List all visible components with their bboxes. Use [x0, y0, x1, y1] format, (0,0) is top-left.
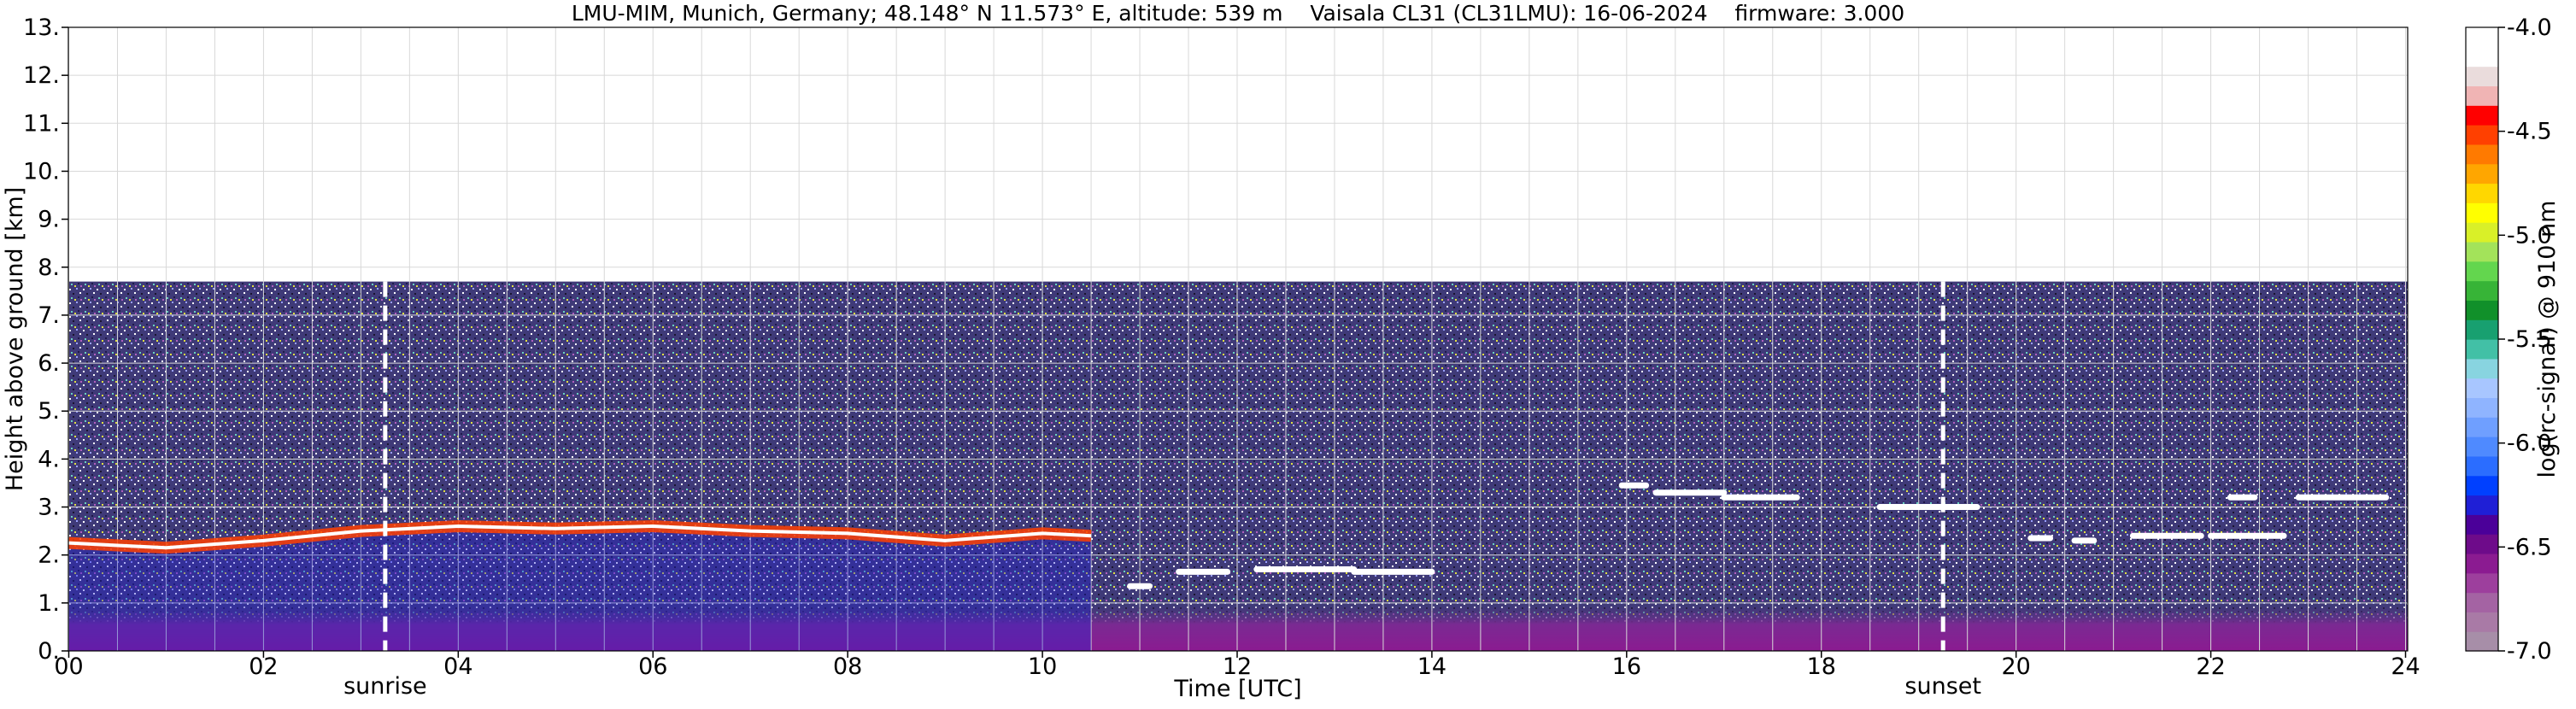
- colorbar-swatch: [2466, 46, 2498, 67]
- x-tick-label: 20: [2001, 653, 2030, 680]
- backscatter-signal: [68, 482, 2390, 651]
- chart-title: LMU-MIM, Munich, Germany; 48.148° N 11.5…: [572, 1, 1904, 26]
- colorbar-swatch: [2466, 534, 2498, 554]
- x-tick-label: 10: [1028, 653, 1057, 680]
- x-axis-label: Time [UTC]: [1173, 676, 1301, 702]
- colorbar-swatch: [2466, 183, 2498, 203]
- marker-label-sunset: sunset: [1904, 673, 1981, 700]
- colorbar-swatch: [2466, 163, 2498, 185]
- x-tick-label: 12: [1223, 653, 1252, 680]
- colorbar-swatch: [2466, 202, 2498, 223]
- x-tick-label: 14: [1417, 653, 1446, 680]
- x-tick-label: 16: [1612, 653, 1641, 680]
- x-axis: 00 02 04 06 08 10 12 14 16 18 20 22 24: [54, 651, 2421, 680]
- colorbar-swatch: [2466, 105, 2498, 126]
- x-tick-label: 18: [1807, 653, 1836, 680]
- marker-label-sunrise: sunrise: [343, 673, 427, 700]
- colorbar-swatch: [2466, 495, 2498, 515]
- y-axis-label: Height above ground [km]: [2, 187, 28, 491]
- colorbar-swatch: [2466, 300, 2498, 320]
- colorbar-swatch: [2466, 455, 2498, 477]
- colorbar-swatch: [2466, 572, 2498, 594]
- y-tick-label: 8.: [38, 255, 60, 281]
- colorbar-swatch: [2466, 358, 2498, 379]
- colorbar-tick-label: -6.5: [2507, 534, 2552, 560]
- colorbar: -4.0 -4.5 -5.0 -5.5 -6.0 -6.5 -7.0: [2465, 15, 2552, 665]
- colorbar-swatch: [2466, 66, 2498, 87]
- colorbar-swatch: [2466, 437, 2498, 457]
- colorbar-tick-label: -5.0: [2507, 222, 2552, 249]
- x-tick-label: 06: [638, 653, 667, 680]
- colorbar-swatch: [2466, 397, 2498, 418]
- colorbar-swatch: [2466, 514, 2498, 535]
- x-tick-label: 08: [833, 653, 862, 680]
- colorbar-swatch: [2466, 612, 2498, 632]
- colorbar-swatch: [2466, 261, 2498, 282]
- colorbar-swatch: [2466, 475, 2498, 496]
- y-tick-label: 0.: [38, 638, 60, 665]
- colorbar-swatch: [2466, 631, 2498, 652]
- colorbar-tick-label: -5.5: [2507, 326, 2552, 353]
- y-tick-label: 5.: [38, 398, 60, 425]
- y-tick-label: 10.: [23, 158, 60, 185]
- plot-frame: [67, 26, 2409, 652]
- x-tick-label: 02: [249, 653, 278, 680]
- colorbar-swatch: [2466, 241, 2498, 262]
- y-tick-label: 4.: [38, 446, 60, 472]
- colorbar-tick-label: -4.0: [2507, 15, 2552, 41]
- colorbar-swatch: [2466, 85, 2498, 106]
- colorbar-swatch: [2466, 319, 2498, 340]
- colorbar-swatch: [2466, 125, 2498, 145]
- colorbar-label: log(rc-signal) @ 910 nm: [2534, 201, 2561, 478]
- grid-lines: [68, 26, 2408, 652]
- y-tick-label: 3.: [38, 495, 60, 521]
- sun-markers: sunrise sunset: [343, 281, 1981, 700]
- colorbar-swatch: [2466, 222, 2498, 243]
- colorbar-swatch: [2466, 339, 2498, 360]
- y-tick-label: 13.: [23, 15, 60, 41]
- colorbar-tick-label: -7.0: [2507, 638, 2552, 665]
- x-tick-label: 04: [443, 653, 472, 680]
- x-tick-label: 24: [2391, 653, 2420, 680]
- colorbar-tick-label: -4.5: [2507, 119, 2552, 145]
- colorbar-swatch: [2466, 144, 2498, 165]
- colorbar-swatch: [2466, 592, 2498, 612]
- y-tick-label: 6.: [38, 350, 60, 377]
- colorbar-swatch: [2466, 27, 2498, 48]
- boundary-layer-edge: [68, 524, 1092, 550]
- colorbar-tick-label: -6.0: [2507, 431, 2552, 457]
- y-tick-label: 2.: [38, 542, 60, 569]
- y-tick-label: 11.: [23, 110, 60, 137]
- colorbar-swatch: [2466, 417, 2498, 437]
- colorbar-swatch: [2466, 553, 2498, 574]
- colorbar-swatch: [2466, 280, 2498, 301]
- x-tick-label: 00: [54, 653, 83, 680]
- y-tick-label: 12.: [23, 62, 60, 89]
- y-tick-label: 9.: [38, 207, 60, 233]
- boundary-layer-area: [68, 526, 1092, 651]
- y-axis: 0. 1. 2. 3. 4. 5. 6. 7. 8. 9. 10. 11. 12. 13.: [23, 15, 68, 665]
- y-tick-label: 1.: [38, 590, 60, 617]
- colorbar-swatch: [2466, 378, 2498, 399]
- x-tick-label: 22: [2196, 653, 2225, 680]
- y-tick-label: 7.: [38, 302, 60, 329]
